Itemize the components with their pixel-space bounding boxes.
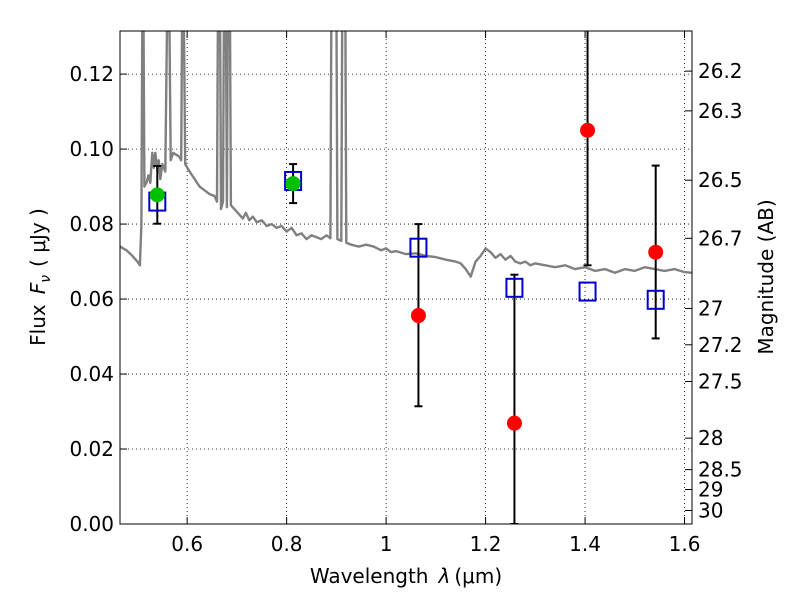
tick-labels: 0.6 0.8 1 1.2 1.4 1.6 0.00 0.02 0.04 0.06 0.08 0.10… — [69, 59, 742, 556]
y2-axis-label: Magnitude (AB) — [754, 199, 778, 354]
y2-tick-label: 26.2 — [698, 59, 743, 83]
y2-tick-label: 27 — [698, 296, 723, 320]
x-axis-label: Wavelength λ (μm) — [310, 564, 502, 588]
y2-tick-label: 27.5 — [698, 370, 743, 394]
grid — [120, 31, 692, 524]
y-axis-label-subscript: ν — [38, 275, 54, 283]
y2-tick-label: 30 — [698, 499, 723, 523]
x-tick-label: 1 — [380, 532, 393, 556]
y-axis-label-text: Flux — [26, 304, 50, 346]
x-axis-label-symbol: λ — [438, 564, 451, 588]
y2-tick-label: 26.3 — [698, 99, 743, 123]
y-tick-label: 0.10 — [69, 137, 114, 161]
y-tick-label: 0.00 — [69, 512, 114, 536]
y-tick-label: 0.06 — [69, 287, 114, 311]
model-photometry-square — [646, 289, 665, 310]
y2-tick-label: 28.5 — [698, 458, 743, 482]
detection-point — [648, 244, 664, 260]
plot-frame — [119, 30, 693, 525]
x-tick-label: 1.6 — [669, 532, 701, 556]
y2-tick-label: 26.5 — [698, 168, 743, 192]
y2-tick-label: 29 — [698, 478, 723, 502]
y-tick-label: 0.04 — [69, 362, 114, 386]
model-photometry-square — [578, 281, 597, 302]
x-axis-label-unit: (μm) — [454, 564, 502, 588]
y-tick-label: 0.02 — [69, 437, 114, 461]
y2-tick-label: 26.7 — [698, 226, 743, 250]
model-photometry-square — [505, 277, 524, 298]
y-axis-label-unit: ( μJy ) — [26, 208, 50, 267]
x-tick-label: 1.4 — [569, 532, 601, 556]
plot-area — [120, 31, 692, 524]
optical-point — [149, 187, 165, 203]
x-axis-label-text: Wavelength — [310, 564, 429, 588]
y-tick-label: 0.12 — [69, 62, 114, 86]
axis-ticks — [120, 31, 692, 525]
x-tick-label: 0.6 — [171, 532, 203, 556]
detection-point — [410, 308, 426, 324]
detection-point — [506, 415, 522, 431]
model-photometry-square — [409, 237, 428, 258]
detection-point — [580, 122, 596, 138]
y-axis-label: Flux Fν ( μJy ) — [26, 208, 54, 346]
y-tick-label: 0.08 — [69, 212, 114, 236]
y-axis-label-symbol: F — [26, 282, 50, 294]
x-tick-label: 1.2 — [470, 532, 502, 556]
y2-tick-label: 27.2 — [698, 333, 743, 357]
x-tick-label: 0.8 — [271, 532, 303, 556]
y2-tick-label: 28 — [698, 426, 723, 450]
optical-point — [285, 176, 301, 192]
model-spectrum-line — [120, 31, 692, 278]
